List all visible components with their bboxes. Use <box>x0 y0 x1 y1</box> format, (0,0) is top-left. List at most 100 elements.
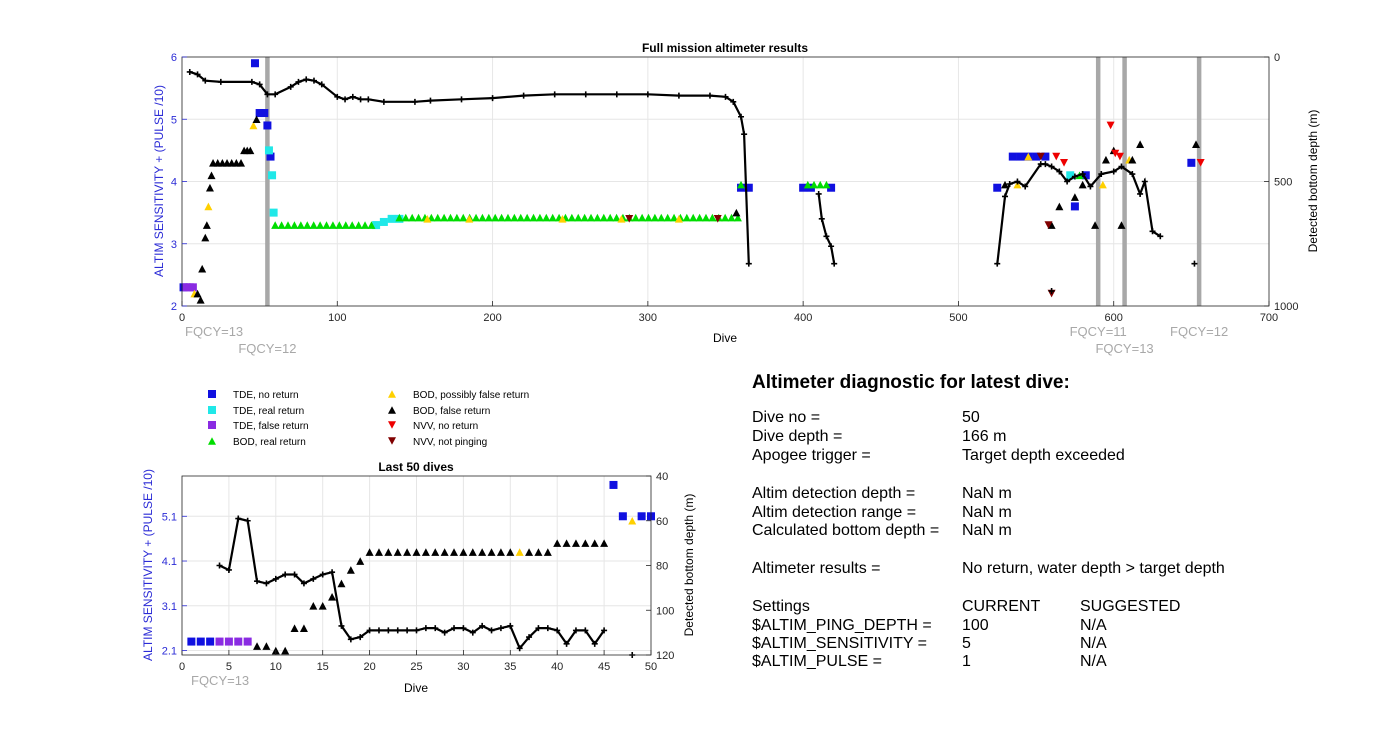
bod-real-return-marker <box>810 180 819 189</box>
bod-real-return-marker <box>341 221 350 229</box>
y-left-tick-label: 3 <box>171 239 177 251</box>
y-right-tick-label: 60 <box>656 516 668 528</box>
bottom-depth-point <box>722 93 729 100</box>
bod-real-return-marker <box>408 213 417 222</box>
tde-no-return-marker <box>196 637 205 646</box>
bod-real-return-marker <box>271 221 280 229</box>
bod-false-return-marker <box>496 548 505 556</box>
bottom-depth-point <box>287 83 294 90</box>
bod-possibly-false-marker <box>1013 180 1022 189</box>
bod-real-return-marker <box>593 213 602 222</box>
y-right-tick-label: 40 <box>656 471 668 483</box>
bottom-depth-point <box>489 95 496 102</box>
bod-false-return-marker <box>207 171 216 180</box>
bod-false-return-marker <box>374 548 383 556</box>
y-right-tick-label: 80 <box>656 561 668 573</box>
bottom-depth-point <box>479 622 486 629</box>
x-tick-label: 700 <box>1260 312 1278 324</box>
bottom-depth-point <box>264 91 271 98</box>
bod-false-return-marker <box>309 601 318 610</box>
bod-false-return-marker <box>346 566 355 574</box>
bottom-depth-point <box>1149 228 1156 235</box>
bottom-depth-point <box>1157 233 1164 240</box>
bod-real-return-marker <box>484 213 493 222</box>
y-left-tick-label: 6 <box>171 52 177 64</box>
bottom-depth-point <box>582 91 589 98</box>
bod-false-return-marker <box>487 548 496 556</box>
bod-real-return-marker <box>523 213 532 222</box>
bod-false-return-marker <box>337 579 346 588</box>
bod-real-return-marker <box>459 213 468 222</box>
bottom-depth-point <box>217 78 224 85</box>
bod-false-return-marker <box>365 548 374 556</box>
bod-false-return-marker <box>281 646 290 655</box>
apogee-trigger-label: Apogee trigger = <box>752 447 871 464</box>
bod-false-return-marker <box>1128 155 1137 164</box>
bottom-depth-point <box>404 627 411 634</box>
bod-false-return-marker <box>252 115 261 124</box>
bod-false-return-marker <box>1078 180 1087 189</box>
y-left-tick-label: 2.1 <box>162 646 177 658</box>
bod-real-return-marker <box>452 213 461 222</box>
bod-real-return-marker <box>803 180 812 189</box>
bod-possibly-false-marker <box>204 202 213 211</box>
bottom-depth-point <box>303 76 310 83</box>
bottom-depth-point <box>488 627 495 634</box>
bod-real-return-marker <box>503 213 512 222</box>
bottom-depth-point <box>741 131 748 138</box>
bod-false-return-marker <box>1047 221 1056 229</box>
x-tick-label: 100 <box>328 312 346 324</box>
tde-no-return-marker <box>744 183 753 192</box>
bottom-depth-point <box>675 92 682 99</box>
bod-false-return-marker <box>590 539 599 547</box>
settings-current-header: CURRENT <box>962 598 1041 615</box>
apogee-trigger-value: Target depth exceeded <box>962 447 1125 464</box>
bod-false-return-marker <box>1001 180 1010 189</box>
bod-false-return-marker <box>506 548 515 556</box>
bod-false-return-marker <box>253 642 262 650</box>
bottom-depth-point <box>526 634 533 641</box>
bottom-depth-point <box>1141 178 1148 185</box>
bottom-axes: 0 5 10 15 20 25 30 35 40 45 50 2.1 3.1 4.1 5.1 40 60 80 10… <box>162 471 675 673</box>
legend-marker-bod-false-return <box>388 406 396 414</box>
bottom-depth-point <box>1006 180 1013 187</box>
tde-false-return-marker <box>224 637 233 646</box>
bottom-depth-point <box>1098 171 1105 178</box>
bottom-y-left-label: ALTIM SENSITIVITY + (PULSE /10) <box>141 469 155 661</box>
bod-false-return-marker <box>1117 221 1126 229</box>
legend-label: NVV, not pinging <box>413 437 487 448</box>
tde-no-return-marker <box>250 59 259 68</box>
bod-real-return-marker <box>284 221 293 229</box>
tde-no-return-marker <box>827 183 836 192</box>
bod-false-return-marker <box>1091 221 1100 229</box>
bottom-depth-point <box>329 569 336 576</box>
top-fqcy-start-label: FQCY=13 <box>185 324 243 339</box>
bottom-depth-point <box>357 96 364 103</box>
bod-false-return-marker <box>543 548 552 556</box>
bottom-depth-point <box>1056 168 1063 175</box>
bod-real-return-marker <box>354 221 363 229</box>
tde-real-return-marker <box>1066 171 1075 180</box>
bod-false-return-marker <box>581 539 590 547</box>
altimeter-results-value: No return, water depth > target depth <box>962 560 1225 577</box>
bottom-depth-point <box>994 260 1001 267</box>
bottom-depth-point <box>1002 193 1009 200</box>
y-right-tick-label: 500 <box>1274 177 1292 189</box>
y-left-tick-label: 3.1 <box>162 601 177 613</box>
x-tick-label: 5 <box>226 661 232 673</box>
bod-real-return-marker <box>303 221 312 229</box>
bottom-depth-point <box>334 93 341 100</box>
x-tick-label: 400 <box>794 312 812 324</box>
bod-false-return-marker <box>1136 140 1145 148</box>
x-tick-label: 50 <box>645 661 657 673</box>
bottom-depth-point <box>469 629 476 636</box>
legend-marker-nvv-not-pinging <box>388 437 396 445</box>
bottom-depth-point <box>300 580 307 587</box>
bottom-depth-point <box>591 640 598 647</box>
bottom-depth-point <box>432 625 439 632</box>
bod-false-return-marker <box>478 548 487 556</box>
bod-false-return-marker <box>571 539 580 547</box>
tde-no-return-marker <box>1016 152 1025 161</box>
bottom-fqcy-start-label: FQCY=13 <box>191 673 249 688</box>
y-right-tick-label: 1000 <box>1274 301 1298 313</box>
